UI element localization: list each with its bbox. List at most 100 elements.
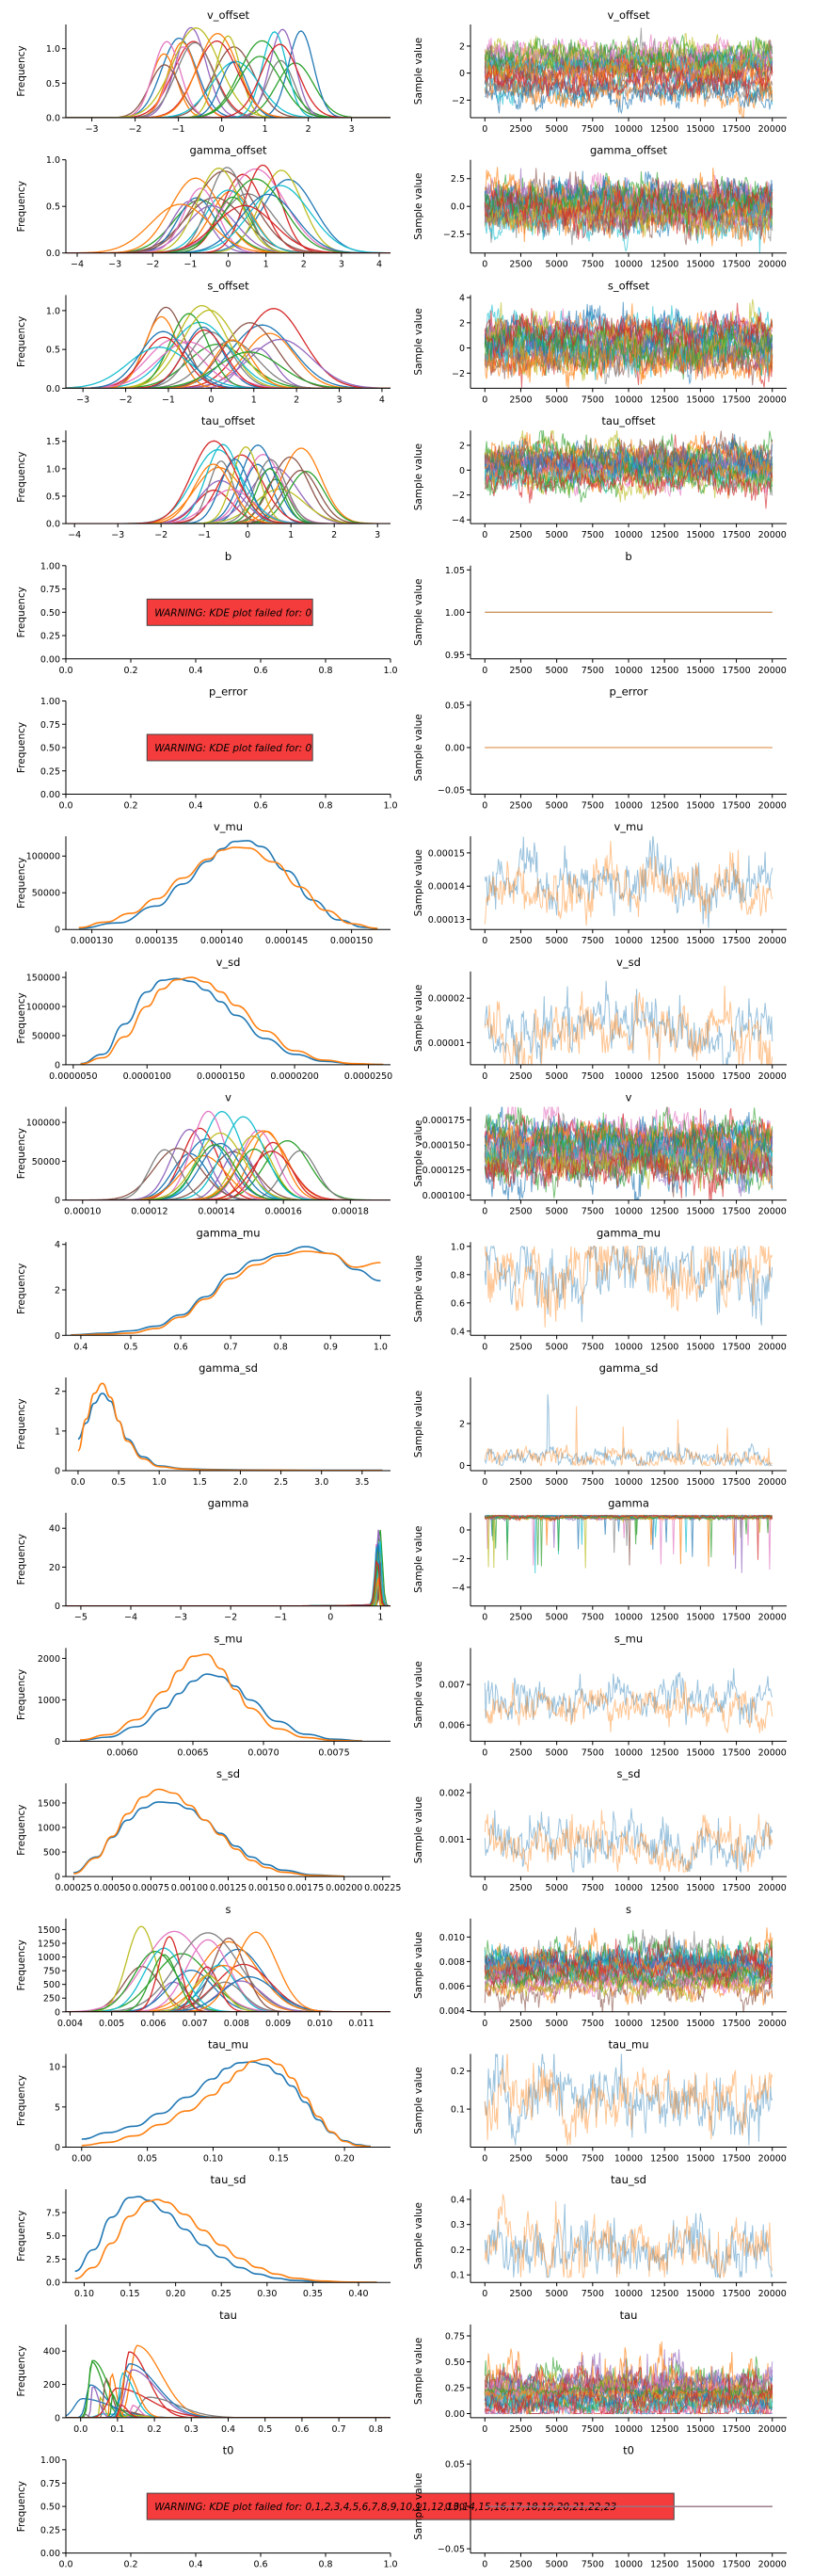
density-line-20: [66, 61, 391, 118]
y-tick-label: 0.75: [445, 2332, 465, 2343]
x-tick-label: 0.8: [274, 1342, 288, 1352]
y-tick-label: 7.5: [46, 2208, 60, 2218]
x-tick-label: 3: [339, 260, 344, 270]
x-tick-label: 20000: [758, 2424, 787, 2435]
density-line-12: [66, 196, 391, 253]
y-tick-label: 0.1: [451, 2105, 465, 2116]
y-axis-label: Sample value: [413, 985, 424, 1052]
density-line-21: [66, 32, 391, 118]
trace-line-1: [484, 1246, 773, 1328]
x-tick-label: 0.15: [269, 2154, 289, 2165]
x-tick-label: −2: [154, 530, 167, 540]
x-tick-label: 20000: [758, 801, 787, 812]
x-tick-label: 0.0: [58, 2560, 72, 2570]
x-tick-label: 2500: [509, 1477, 532, 1488]
density-line-17: [66, 1584, 391, 1606]
density-line-5: [66, 1579, 391, 1606]
y-tick-label: 0.25: [445, 2384, 465, 2394]
density-line-23: [66, 2404, 391, 2418]
density-line-9: [66, 321, 391, 389]
x-tick-label: 0.00075: [133, 1883, 169, 1893]
x-tick-label: 12500: [650, 2424, 678, 2435]
density-line-7: [66, 331, 391, 389]
x-tick-label: 3: [337, 394, 343, 405]
subplot-p_error-density: p_error Frequency WARNING: KDE plot failed…: [16, 685, 398, 812]
subplot-title: tau: [620, 2309, 638, 2322]
x-tick-label: 5000: [546, 1342, 568, 1352]
plot-area: [73, 1788, 344, 1877]
plot-area: [81, 2057, 372, 2148]
y-tick-label: 0.0: [46, 2278, 60, 2289]
x-tick-label: −3: [111, 530, 124, 540]
plot-area: [484, 167, 773, 253]
y-tick-label: 0.00: [40, 2549, 60, 2559]
x-tick-label: 0.005: [99, 2019, 124, 2029]
x-tick-label: −2: [224, 1613, 237, 1623]
trace-line-23: [484, 1126, 773, 1200]
x-tick-label: 0.00025: [56, 1883, 92, 1893]
x-tick-label: 0.0000200: [270, 1071, 318, 1082]
density-line-12: [66, 1148, 391, 1200]
density-line-11: [66, 41, 391, 118]
density-line-6: [66, 1544, 391, 1606]
x-tick-label: 2500: [509, 1747, 532, 1758]
density-line-0: [66, 324, 391, 389]
y-axis-label: Frequency: [16, 2345, 27, 2396]
y-tick-label: 0.50: [40, 744, 60, 754]
x-tick-label: 2500: [509, 530, 532, 540]
x-tick-label: 20000: [758, 124, 787, 135]
density-line-1: [81, 2057, 372, 2148]
x-tick-label: 2500: [509, 124, 532, 135]
x-tick-label: 17500: [722, 260, 750, 270]
y-axis-label: Sample value: [413, 2202, 424, 2269]
x-tick-label: 12500: [650, 1747, 678, 1758]
plot-area: [80, 976, 384, 1065]
density-line-2: [66, 1566, 391, 1606]
plot-area: [484, 27, 773, 118]
x-tick-label: 0.0: [71, 1477, 85, 1488]
subplot-title: gamma_offset: [189, 144, 267, 157]
x-tick-label: 2500: [509, 260, 532, 270]
y-axis-label: Sample value: [413, 579, 424, 646]
x-tick-label: 20000: [758, 260, 787, 270]
y-tick-label: 1.00: [445, 608, 465, 619]
y-tick-label: 0.0: [451, 202, 465, 213]
density-line-19: [66, 1116, 391, 1200]
trace-line-23: [485, 61, 773, 104]
x-tick-label: 15000: [686, 666, 714, 676]
trace-line-0: [484, 836, 773, 928]
x-tick-label: 0: [482, 1342, 487, 1352]
density-line-8: [66, 1135, 391, 1200]
density-line-15: [66, 322, 391, 389]
density-line-16: [66, 187, 391, 253]
x-tick-label: 0: [327, 1613, 333, 1623]
y-tick-label: 0.002: [439, 1789, 465, 1799]
y-axis-label: Sample value: [413, 1932, 424, 1999]
y-tick-label: 2000: [38, 1654, 60, 1665]
plot-area: [484, 1808, 773, 1874]
y-tick-label: 5.0: [46, 2231, 60, 2242]
y-tick-label: 0.25: [40, 2525, 60, 2536]
density-line-14: [66, 28, 391, 118]
x-tick-label: 7500: [582, 2424, 604, 2435]
trace-line-11: [484, 2341, 773, 2416]
y-tick-label: 0.6: [451, 1298, 465, 1309]
y-tick-label: 40: [49, 1524, 60, 1535]
x-tick-label: 0.011: [348, 2019, 374, 2029]
y-tick-label: 0.75: [40, 720, 60, 731]
x-tick-label: 7500: [582, 2019, 604, 2029]
y-tick-label: 0.0: [46, 114, 60, 124]
plot-area: [484, 1513, 773, 1574]
subplot-title: tau_offset: [201, 414, 256, 427]
y-tick-label: 0: [55, 1873, 60, 1883]
subplot-title: s_sd: [216, 1767, 240, 1780]
trace-line-22: [484, 2379, 773, 2399]
x-tick-label: 0.40: [348, 2289, 368, 2299]
x-tick-label: −4: [71, 260, 84, 270]
x-tick-label: 5000: [546, 260, 568, 270]
x-tick-label: 10000: [614, 2289, 643, 2299]
x-tick-label: 12500: [650, 2289, 678, 2299]
trace-line-23: [484, 2376, 773, 2415]
density-line-22: [66, 1564, 391, 1606]
